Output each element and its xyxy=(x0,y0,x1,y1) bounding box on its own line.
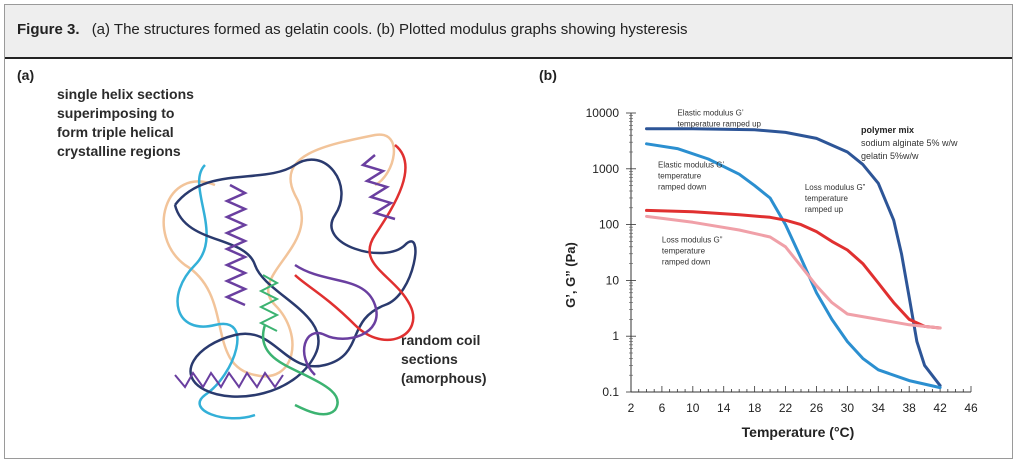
gelatin-structure-diagram xyxy=(162,133,417,420)
caption-bar: Figure 3. (a) The structures formed as g… xyxy=(5,5,1012,57)
series-line-3 xyxy=(645,214,942,330)
legend-line: gelatin 5%w/w xyxy=(861,151,919,161)
legend-line: sodium alginate 5% w/w xyxy=(861,138,958,148)
x-tick-label: 34 xyxy=(872,401,886,415)
x-tick-label: 46 xyxy=(964,401,978,415)
coil-navy xyxy=(173,158,417,398)
helix-annotation-line: single helix sections xyxy=(57,86,194,102)
coil-annotation: random coil sections (amorphous) xyxy=(401,331,487,388)
figure-caption: Figure 3. (a) The structures formed as g… xyxy=(17,21,688,38)
helix-green xyxy=(258,274,280,332)
x-tick-label: 2 xyxy=(628,401,635,415)
series-line-1 xyxy=(645,142,942,390)
coil-cyan xyxy=(176,164,256,420)
caption-rule xyxy=(5,57,1012,59)
x-tick-label: 14 xyxy=(717,401,731,415)
y-tick-label: 10000 xyxy=(586,106,620,120)
series-label: Loss modulus G” xyxy=(805,183,866,192)
x-axis-label: Temperature (°C) xyxy=(742,424,855,440)
x-tick-label: 22 xyxy=(779,401,793,415)
coil-purple xyxy=(294,263,378,376)
helix-purple xyxy=(223,183,249,307)
figure-label: Figure 3. xyxy=(17,21,80,38)
y-tick-label: 10 xyxy=(606,273,620,287)
chart-legend: polymer mix sodium alginate 5% w/w gelat… xyxy=(861,125,958,161)
series-label: ramped down xyxy=(662,257,710,266)
coil-red xyxy=(294,144,415,342)
series-line-0 xyxy=(645,127,942,388)
series-label: temperature xyxy=(805,194,849,203)
helix-bottom xyxy=(174,371,284,389)
y-tick-label: 0.1 xyxy=(602,385,619,399)
series-label: temperature ramped up xyxy=(677,120,761,129)
helix-purple-2 xyxy=(360,154,396,221)
x-tick-label: 42 xyxy=(933,401,947,415)
coil-annotation-line: random coil xyxy=(401,332,481,348)
x-tick-label: 38 xyxy=(903,401,917,415)
y-tick-label: 1 xyxy=(612,329,619,343)
series-label: temperature xyxy=(662,246,706,255)
series-label: temperature xyxy=(658,172,702,181)
y-axis-label: G’, G” (Pa) xyxy=(563,242,578,308)
x-tick-label: 18 xyxy=(748,401,762,415)
chart-series-labels: Elastic modulus G’ temperature ramped up E… xyxy=(658,109,866,267)
coil-green xyxy=(261,324,339,416)
series-label: ramped down xyxy=(658,183,706,192)
series-label: Elastic modulus G’ xyxy=(677,109,743,118)
helix-annotation: single helix sections superimposing to f… xyxy=(57,85,194,161)
figure-frame: Figure 3. (a) The structures formed as g… xyxy=(4,4,1013,459)
x-tick-label: 26 xyxy=(810,401,824,415)
panel-a-label: (a) xyxy=(17,67,35,83)
helix-annotation-line: form triple helical xyxy=(57,124,174,140)
legend-title: polymer mix xyxy=(861,125,914,135)
helix-annotation-line: crystalline regions xyxy=(57,143,181,159)
series-label: Elastic modulus G’ xyxy=(658,161,724,170)
x-tick-label: 10 xyxy=(686,401,700,415)
modulus-chart: 2 6 10 14 18 22 26 30 34 38 42 460.1110100100010000… xyxy=(563,106,978,440)
y-tick-label: 100 xyxy=(599,218,619,232)
caption-text: (a) The structures formed as gelatin coo… xyxy=(91,21,688,38)
series-label: Loss modulus G” xyxy=(662,235,723,244)
coil-tan xyxy=(162,133,395,378)
coil-annotation-line: sections xyxy=(401,351,458,367)
helix-annotation-line: superimposing to xyxy=(57,105,175,121)
y-tick-label: 1000 xyxy=(592,162,619,176)
x-tick-label: 6 xyxy=(659,401,666,415)
panel-b-label: (b) xyxy=(539,67,557,83)
chart-series xyxy=(645,127,942,390)
series-label: ramped up xyxy=(805,205,844,214)
x-tick-label: 30 xyxy=(841,401,855,415)
coil-annotation-line: (amorphous) xyxy=(401,370,487,386)
series-line-2 xyxy=(645,208,942,330)
